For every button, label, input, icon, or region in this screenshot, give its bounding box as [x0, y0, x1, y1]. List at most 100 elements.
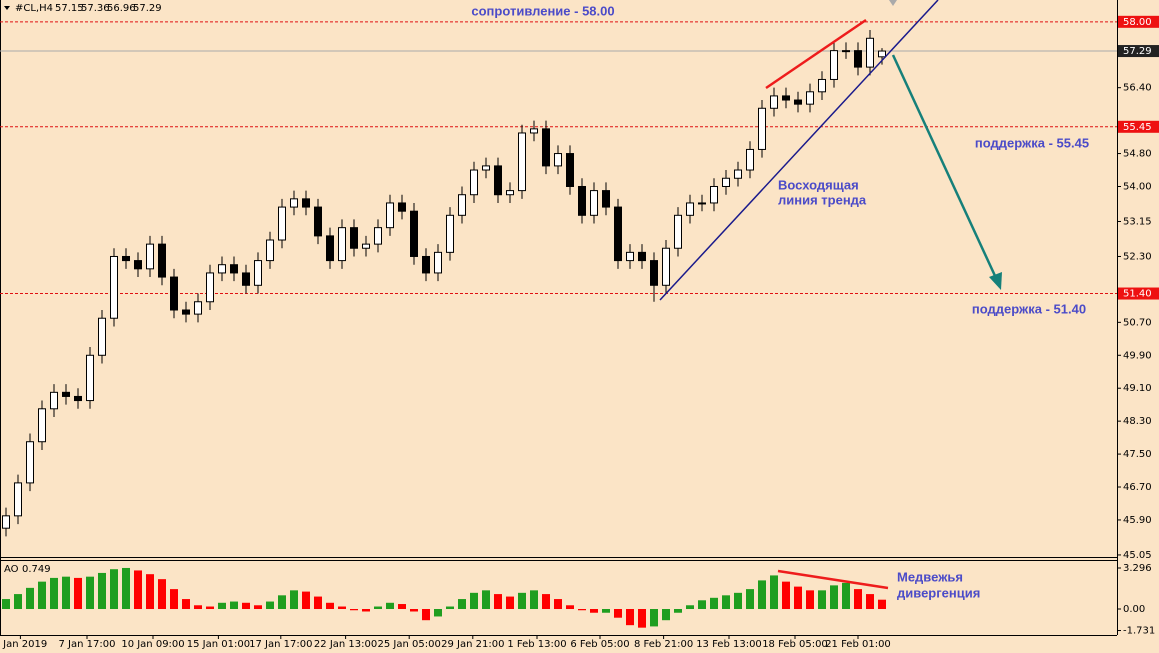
ao-bar	[758, 580, 766, 610]
ao-bar	[386, 602, 394, 610]
ao-bar	[746, 589, 754, 610]
ao-bar	[578, 609, 586, 611]
ao-bar	[806, 590, 814, 610]
x-tick-label: 7 Jan 17:00	[59, 639, 116, 650]
candle-body	[386, 202, 394, 229]
ao-bar	[854, 589, 862, 610]
candle-body	[362, 243, 370, 249]
candle-body	[530, 128, 538, 134]
ao-bar	[878, 599, 886, 610]
ao-bar	[602, 609, 610, 613]
candle-body	[722, 177, 730, 187]
y-tick-label: 54.80	[1123, 149, 1152, 160]
arrow-head	[989, 272, 1002, 290]
x-tick-label: 17 Jan 17:00	[249, 639, 312, 650]
ao-bar	[818, 590, 826, 610]
ao-bar	[506, 596, 514, 610]
candle-body	[122, 255, 130, 262]
candle-body	[302, 198, 310, 208]
ao-bar	[230, 601, 238, 610]
ao-bar	[590, 609, 598, 613]
symbol: #CL,H4	[15, 3, 53, 14]
level-label: 51.40	[1123, 289, 1152, 300]
ao-bar	[422, 609, 430, 621]
ao-bar	[182, 599, 190, 610]
annotation: Восходящая	[778, 177, 859, 192]
candle-body	[206, 272, 214, 303]
candle-body	[86, 354, 94, 402]
candle-body	[74, 395, 82, 402]
header-open: 57.15	[55, 3, 84, 14]
ao-bar	[278, 595, 286, 610]
ao-bar	[290, 590, 298, 610]
candle-body	[38, 408, 46, 443]
candle-body	[434, 251, 442, 274]
candle-body	[470, 169, 478, 196]
y-tick-label: 47.50	[1123, 449, 1152, 460]
candle-body	[842, 50, 850, 53]
y-tick-label: 49.90	[1123, 350, 1152, 361]
ao-bar	[434, 609, 442, 617]
candle-body	[578, 185, 586, 216]
candle-body	[794, 99, 802, 105]
ao-bar	[242, 602, 250, 610]
y-tick-label: 49.10	[1123, 383, 1152, 394]
level-box	[1118, 15, 1159, 28]
ao-bar	[830, 585, 838, 610]
ao-bar	[722, 595, 730, 610]
x-tick-label: 13 Feb 13:00	[696, 639, 762, 650]
x-tick-label: 6 Feb 05:00	[570, 639, 629, 650]
x-tick-label: 22 Jan 13:00	[314, 639, 377, 650]
ao-bar	[146, 574, 154, 610]
ao-bar	[38, 581, 46, 610]
candle-body	[542, 128, 550, 167]
ao-bar	[686, 605, 694, 610]
ao-bar	[458, 599, 466, 610]
ao-bar	[662, 609, 670, 621]
level-box	[1118, 287, 1159, 300]
ao-bar	[350, 609, 358, 611]
candle-body	[602, 190, 610, 208]
ao-bar	[14, 594, 22, 610]
annotation: сопротивление - 58.00	[471, 3, 614, 18]
candle-body	[410, 210, 418, 257]
annotation: поддержка - 55.45	[975, 135, 1089, 150]
ao-bar	[650, 609, 658, 627]
candle-body	[782, 95, 790, 101]
ao-bar	[266, 601, 274, 610]
ao-bar	[2, 599, 10, 610]
candle-body	[278, 206, 286, 241]
candle-body	[854, 50, 862, 68]
ao-bar	[842, 582, 850, 610]
candle-body	[134, 260, 142, 270]
candle-body	[758, 107, 766, 150]
candle-body	[494, 165, 502, 196]
divergence-line	[765, 18, 867, 90]
ao-bar	[326, 602, 334, 610]
header-high: 57.36	[81, 3, 110, 14]
candle-body	[638, 251, 646, 262]
ao-bar	[314, 596, 322, 610]
ao-bar	[170, 589, 178, 610]
ao-bar	[770, 575, 778, 610]
ao-bar	[782, 581, 790, 610]
candle-body	[614, 206, 622, 262]
price-box	[1118, 45, 1159, 58]
menu-arrow	[4, 6, 10, 10]
ao-bar	[710, 597, 718, 610]
candle-body	[98, 317, 106, 356]
ao-bar	[398, 604, 406, 610]
ao-bar	[554, 599, 562, 610]
candle-body	[482, 165, 490, 171]
ao-bar	[374, 606, 382, 610]
marker	[889, 0, 897, 6]
ao-bar	[410, 609, 418, 612]
x-tick-label: 25 Jan 05:00	[378, 639, 441, 650]
ao-bar	[134, 570, 142, 610]
ao-bar	[98, 572, 106, 610]
y-tick-label: 48.30	[1123, 416, 1152, 427]
ao-bar	[614, 609, 622, 618]
ao-bar	[158, 579, 166, 610]
ao-bar	[302, 591, 310, 610]
candle-body	[374, 227, 382, 245]
